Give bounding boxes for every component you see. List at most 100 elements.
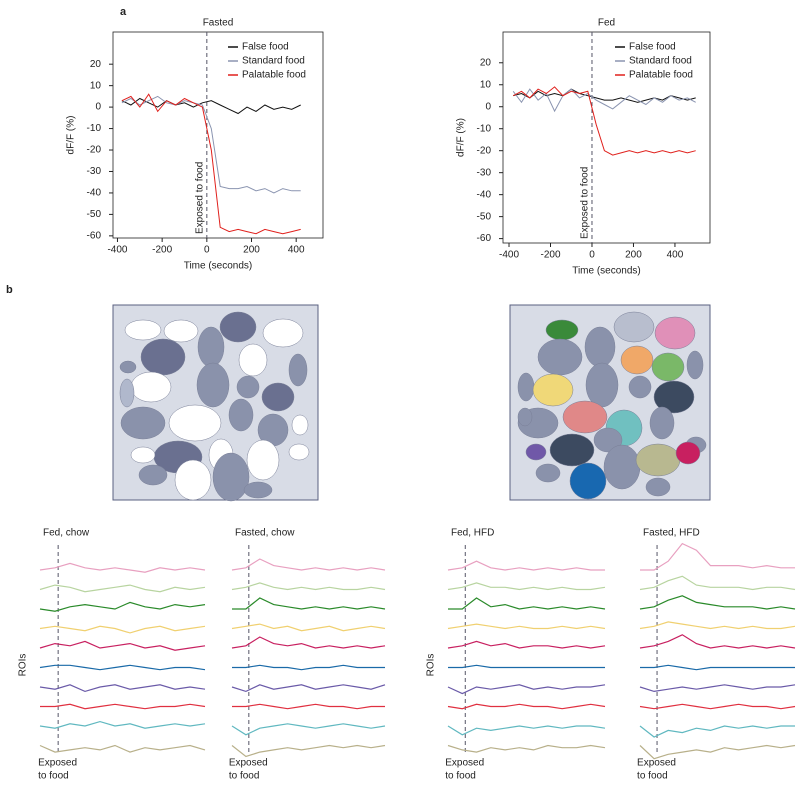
y-tick-label: -60 <box>87 230 102 241</box>
roi-shape <box>645 477 671 497</box>
roi-trace <box>447 684 606 695</box>
roi-trace <box>640 542 795 571</box>
roi-trace <box>231 744 386 758</box>
roi-shape <box>246 439 280 481</box>
plot-frame <box>112 31 324 239</box>
roi-shape <box>585 362 619 408</box>
roi-trace <box>232 664 385 671</box>
y-tick-label: 10 <box>90 80 102 91</box>
roi-trace <box>447 582 606 591</box>
roi-shape <box>649 406 675 440</box>
roi-trace <box>448 664 605 669</box>
panel-label: a <box>120 6 127 18</box>
annotation: Exposed <box>229 758 268 769</box>
x-tick-label: -400 <box>107 245 127 256</box>
roi-shape <box>537 338 583 376</box>
y-tick-label: 20 <box>480 57 492 68</box>
y-tick-label: -30 <box>87 166 102 177</box>
y-tick-label: -20 <box>477 145 492 156</box>
roi-trace <box>639 575 796 591</box>
roi-shape <box>196 362 230 408</box>
legend-label: Standard food <box>242 56 305 67</box>
roi-shape <box>517 407 533 427</box>
y-tick-label: -10 <box>477 123 492 134</box>
annotation: to food <box>637 771 668 782</box>
roi-trace <box>39 584 206 593</box>
y-tick-label: -50 <box>87 209 102 220</box>
roi-shape <box>243 481 273 499</box>
roi-trace <box>231 723 386 736</box>
x-axis-label: Time (seconds) <box>572 266 641 277</box>
roi-shape <box>686 350 704 380</box>
line-series <box>512 86 696 156</box>
chart-title: Fasted, chow <box>235 528 295 539</box>
chart-title: Fasted, HFD <box>643 528 700 539</box>
roi-trace <box>639 634 796 649</box>
line-series <box>512 88 696 113</box>
line-series <box>121 93 301 235</box>
roi-trace <box>447 725 606 736</box>
roi-trace <box>447 623 606 630</box>
annotation: to food <box>445 771 476 782</box>
chart-title: Fed <box>598 18 615 29</box>
roi-shape <box>584 326 616 368</box>
x-tick-label: -200 <box>540 250 560 261</box>
roi-shape <box>288 353 308 387</box>
roi-trace <box>447 703 606 710</box>
roi-shape <box>291 414 309 436</box>
roi-shape <box>532 373 574 407</box>
chart-title: Fed, HFD <box>451 528 494 539</box>
y-tick-label: -30 <box>477 167 492 178</box>
roi-shape <box>219 311 257 343</box>
x-tick-label: 0 <box>589 250 595 261</box>
roi-shape <box>620 345 654 375</box>
roi-shape <box>675 441 701 465</box>
legend-label: Palatable food <box>629 70 693 81</box>
roi-shape <box>654 316 696 350</box>
y-tick-label: -50 <box>477 211 492 222</box>
roi-shape <box>535 463 561 483</box>
roi-trace <box>639 703 796 710</box>
y-tick-label: -20 <box>87 145 102 156</box>
roi-shape <box>517 372 535 402</box>
annotation: to food <box>229 771 260 782</box>
y-tick-label: -40 <box>477 189 492 200</box>
roi-trace <box>232 703 385 710</box>
chart-title: Fasted <box>203 18 234 29</box>
roi-trace <box>39 664 206 671</box>
roi-shape <box>197 326 225 368</box>
roi-trace <box>39 562 206 573</box>
roi-shape <box>228 398 254 432</box>
roi-shape <box>603 444 641 490</box>
roi-trace <box>231 684 386 693</box>
roi-shape <box>562 400 608 434</box>
roi-trace <box>231 623 386 632</box>
line-series <box>121 97 301 115</box>
roi-shape <box>262 318 304 348</box>
plot-frame <box>502 31 711 244</box>
roi-trace <box>39 601 206 612</box>
roi-trace <box>639 595 796 610</box>
x-tick-label: 400 <box>288 245 305 256</box>
roi-shape <box>651 352 685 382</box>
roi-shape <box>120 406 166 440</box>
y-axis-label: dF/F (%) <box>66 116 77 155</box>
roi-shape <box>119 378 135 408</box>
roi-shape <box>628 375 652 399</box>
y-tick-label: -10 <box>87 123 102 134</box>
x-tick-label: 400 <box>667 250 684 261</box>
roi-shape <box>212 452 250 502</box>
roi-shape <box>163 319 199 343</box>
x-tick-label: -200 <box>152 245 172 256</box>
x-tick-label: 0 <box>204 245 210 256</box>
roi-trace <box>40 703 206 710</box>
x-axis-label: Time (seconds) <box>184 261 253 272</box>
annotation: Exposed <box>38 758 77 769</box>
roi-shape <box>119 360 137 374</box>
legend-label: Standard food <box>629 56 692 67</box>
chart-title: Fed, chow <box>43 528 90 539</box>
roi-trace <box>640 664 795 671</box>
roi-trace <box>231 558 386 571</box>
roi-shape <box>236 375 260 399</box>
legend-label: Palatable food <box>242 70 306 81</box>
